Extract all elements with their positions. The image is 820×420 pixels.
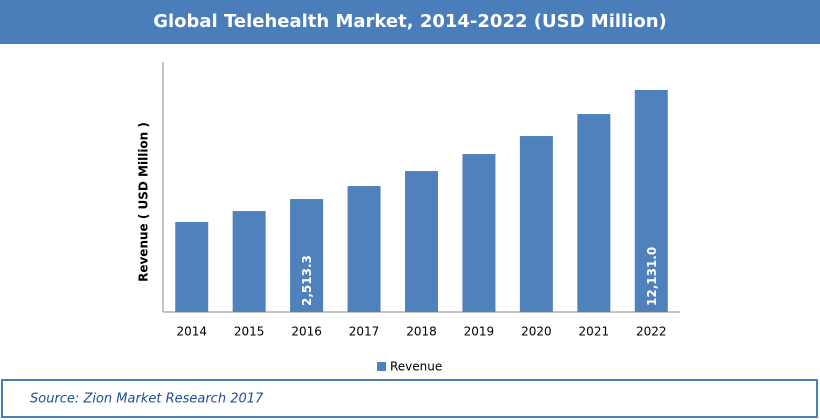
x-tick-label: 2017 [349,325,380,339]
chart-title: Global Telehealth Market, 2014-2022 (USD… [153,11,667,32]
x-tick-label: 2019 [464,325,495,339]
bar [175,222,209,312]
bar [634,89,668,312]
x-tick-label: 2015 [234,325,265,339]
bar [347,186,381,312]
x-tick-label: 2020 [521,325,552,339]
bar [577,114,611,312]
bar [519,136,553,312]
data-label: 2,513.3 [300,255,314,306]
x-tick-label: 2018 [406,325,437,339]
x-tick-label: 2022 [636,325,667,339]
title-band [0,0,820,44]
legend-label: Revenue [390,360,442,374]
data-label: 12,131.0 [645,247,659,306]
y-axis-label: Revenue ( USD Million ) [137,122,151,282]
bar [405,171,438,312]
x-tick-label: 2016 [291,325,322,339]
source-box [1,379,818,418]
bar [232,211,266,312]
legend-swatch [377,362,386,371]
x-tick-label: 2021 [579,325,610,339]
bar [290,199,324,312]
source-note: Source: Zion Market Research 2017 [30,392,264,407]
x-tick-label: 2014 [176,325,207,339]
bar [462,154,496,312]
